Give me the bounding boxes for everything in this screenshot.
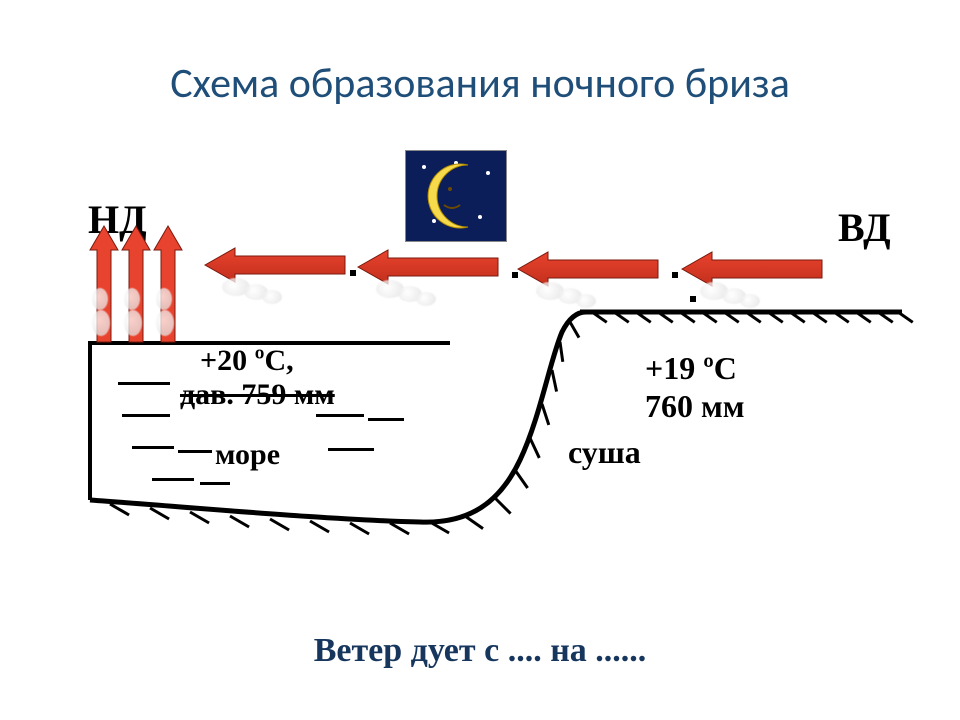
sea-wave xyxy=(118,382,170,385)
wind-arrow-horizontal xyxy=(682,249,822,289)
cloud-puff xyxy=(156,288,172,310)
sea-wave xyxy=(122,414,170,417)
sea-wave xyxy=(178,450,212,453)
cloud-puff xyxy=(92,310,110,336)
sea-wave xyxy=(200,482,230,485)
terrain-svg xyxy=(0,0,960,720)
wind-arrow-horizontal xyxy=(205,245,345,285)
cloud-puff xyxy=(156,310,174,336)
cloud-puff xyxy=(92,288,108,310)
sea-wave xyxy=(132,446,174,449)
cloud-puff xyxy=(740,294,760,308)
cloud-puff xyxy=(124,288,140,310)
sea-wave xyxy=(328,448,374,451)
cloud-puff xyxy=(416,292,436,306)
cloud-puff xyxy=(262,290,282,304)
cloud-puff xyxy=(124,310,142,336)
sea-wave xyxy=(152,478,194,481)
fill-in-sentence: Ветер дует с .... на ...... xyxy=(0,632,960,670)
wind-arrow-horizontal xyxy=(518,249,658,289)
sea-wave xyxy=(368,418,404,421)
diagram-stage: Схема образования ночного бриза НД ВД +2… xyxy=(0,0,960,720)
wind-arrow-horizontal xyxy=(358,247,498,287)
cloud-puff xyxy=(576,294,596,308)
sea-wave xyxy=(316,414,364,417)
